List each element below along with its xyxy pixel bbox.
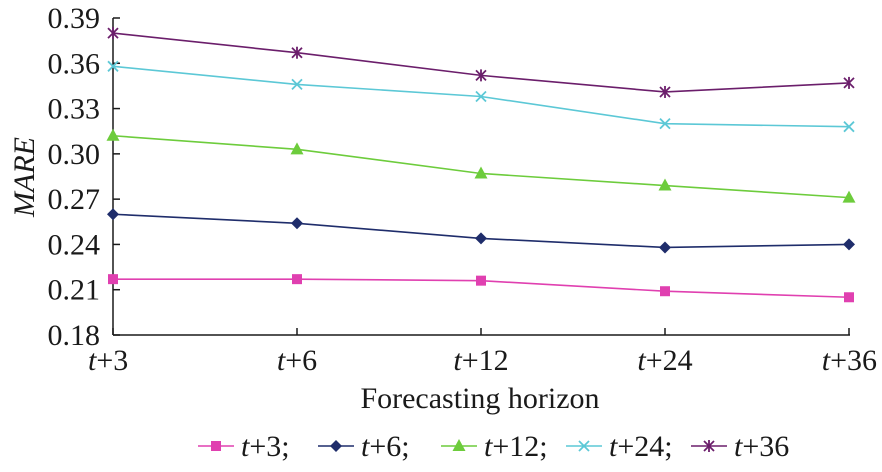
y-axis-ticks: 0.18 0.21 0.24 0.27 0.30 0.33 0.36 0.39 (48, 2, 120, 352)
legend-marker (211, 441, 221, 451)
legend-marker (330, 440, 342, 452)
legend-label: t+24; (609, 430, 673, 463)
y-tick-label: 0.24 (48, 228, 101, 261)
data-point (107, 27, 119, 40)
y-tick-label: 0.36 (48, 47, 101, 80)
data-point (291, 46, 303, 59)
data-point (290, 142, 304, 155)
y-tick-label: 0.27 (48, 183, 101, 216)
data-point (659, 118, 671, 130)
y-tick-label: 0.30 (48, 138, 101, 171)
legend-label: t+36 (734, 430, 789, 463)
y-tick-label: 0.33 (48, 93, 101, 126)
legend: t+3; t+6; t+12; t+24; t+36 (198, 430, 789, 463)
y-tick-label: 0.21 (48, 274, 101, 307)
data-point (474, 166, 488, 179)
legend-item: t+36 (691, 430, 789, 463)
data-point (107, 208, 119, 221)
data-point (475, 90, 487, 103)
legend-marker (452, 439, 466, 451)
series-t-plus-12 (106, 128, 856, 203)
series-layer (106, 27, 856, 303)
data-point (292, 274, 302, 285)
x-tick-label: t+6 (277, 344, 317, 377)
data-point (842, 190, 856, 203)
x-axis-ticks: t+3 t+6 t+12 t+24 t+36 (88, 328, 877, 377)
series-line (112, 32, 850, 93)
legend-item: t+6; (318, 430, 410, 463)
data-point (291, 217, 303, 230)
legend-item: t+12; (441, 430, 548, 463)
data-point (475, 69, 487, 82)
data-point (843, 238, 855, 251)
legend-label: t+12; (484, 430, 548, 463)
legend-label: t+3; (241, 430, 290, 463)
y-axis-title: MARE (8, 137, 41, 218)
x-tick-label: t+3 (88, 344, 128, 377)
data-point (106, 128, 120, 141)
data-point (843, 76, 855, 89)
data-point (107, 60, 119, 72)
x-axis-title: Forecasting horizon (360, 382, 599, 415)
legend-label: t+6; (361, 430, 410, 463)
x-tick-label: t+36 (822, 344, 877, 377)
data-point (843, 121, 855, 133)
x-tick-label: t+12 (453, 344, 508, 377)
data-point (844, 292, 854, 303)
legend-item: t+3; (198, 430, 290, 463)
data-point (660, 286, 670, 297)
data-point (476, 275, 486, 286)
series-t-plus-3 (108, 274, 854, 303)
legend-item: t+24; (566, 430, 673, 463)
data-point (659, 241, 671, 254)
legend-marker (578, 440, 590, 452)
data-point (475, 232, 487, 245)
data-point (108, 274, 118, 285)
y-tick-label: 0.39 (48, 2, 101, 35)
data-point (658, 178, 672, 191)
data-point (291, 78, 303, 91)
y-tick-label: 0.18 (48, 319, 101, 352)
series-t-plus-36 (107, 27, 855, 98)
series-t-plus-6 (107, 208, 855, 254)
x-tick-label: t+24 (637, 344, 692, 377)
series-t-plus-24 (107, 60, 855, 133)
legend-marker (703, 440, 715, 452)
data-point (659, 85, 671, 98)
